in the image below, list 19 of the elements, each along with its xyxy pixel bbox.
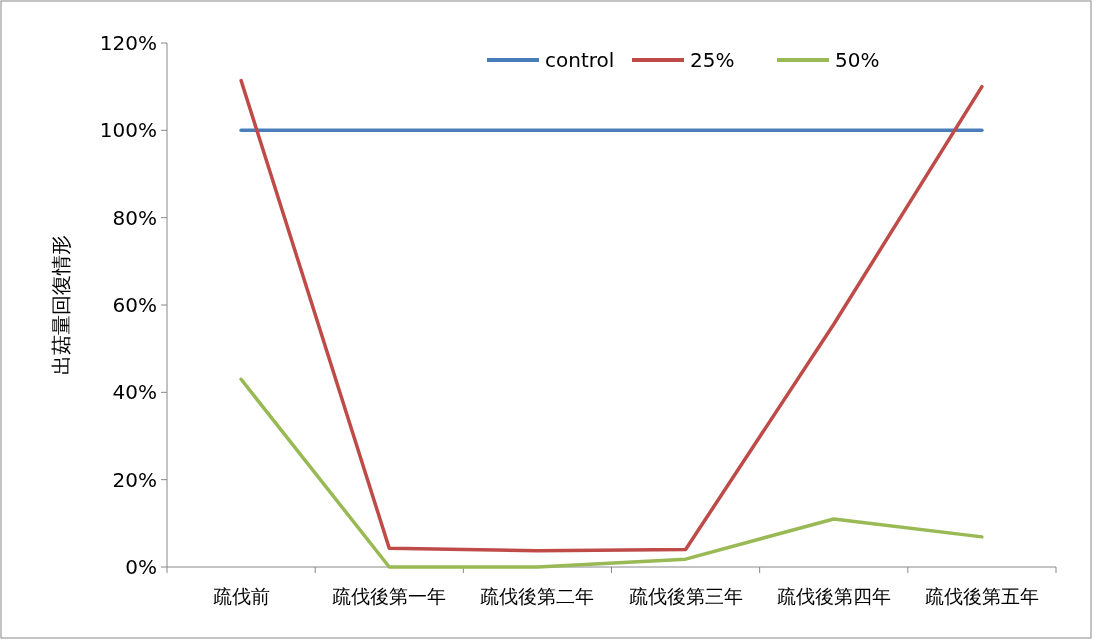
y-tick-label: 60% [112,293,157,317]
x-tick-label: 疏伐後第二年 [480,585,595,607]
x-tick-label: 疏伐後第五年 [924,585,1039,607]
legend-label: 25% [690,48,735,72]
y-tick-label: 0% [125,555,157,579]
y-tick-label: 100% [99,118,157,143]
line-series [239,377,984,569]
x-tick-label: 疏伐後第一年 [332,585,447,607]
y-axis-title: 出菇量回復情形 [49,235,73,375]
x-tick-label: 疏伐後第四年 [776,585,891,607]
y-tick-label: 40% [112,380,157,405]
x-tick-label: 疏伐前 [212,585,270,607]
legend-label: control [545,48,615,72]
y-tick-label: 80% [112,205,157,230]
x-tick-label: 疏伐後第三年 [628,585,743,607]
y-tick-label: 20% [112,467,157,492]
legend-label: 50% [835,48,880,72]
y-tick-label: 120% [99,31,157,55]
line-series [239,78,984,553]
